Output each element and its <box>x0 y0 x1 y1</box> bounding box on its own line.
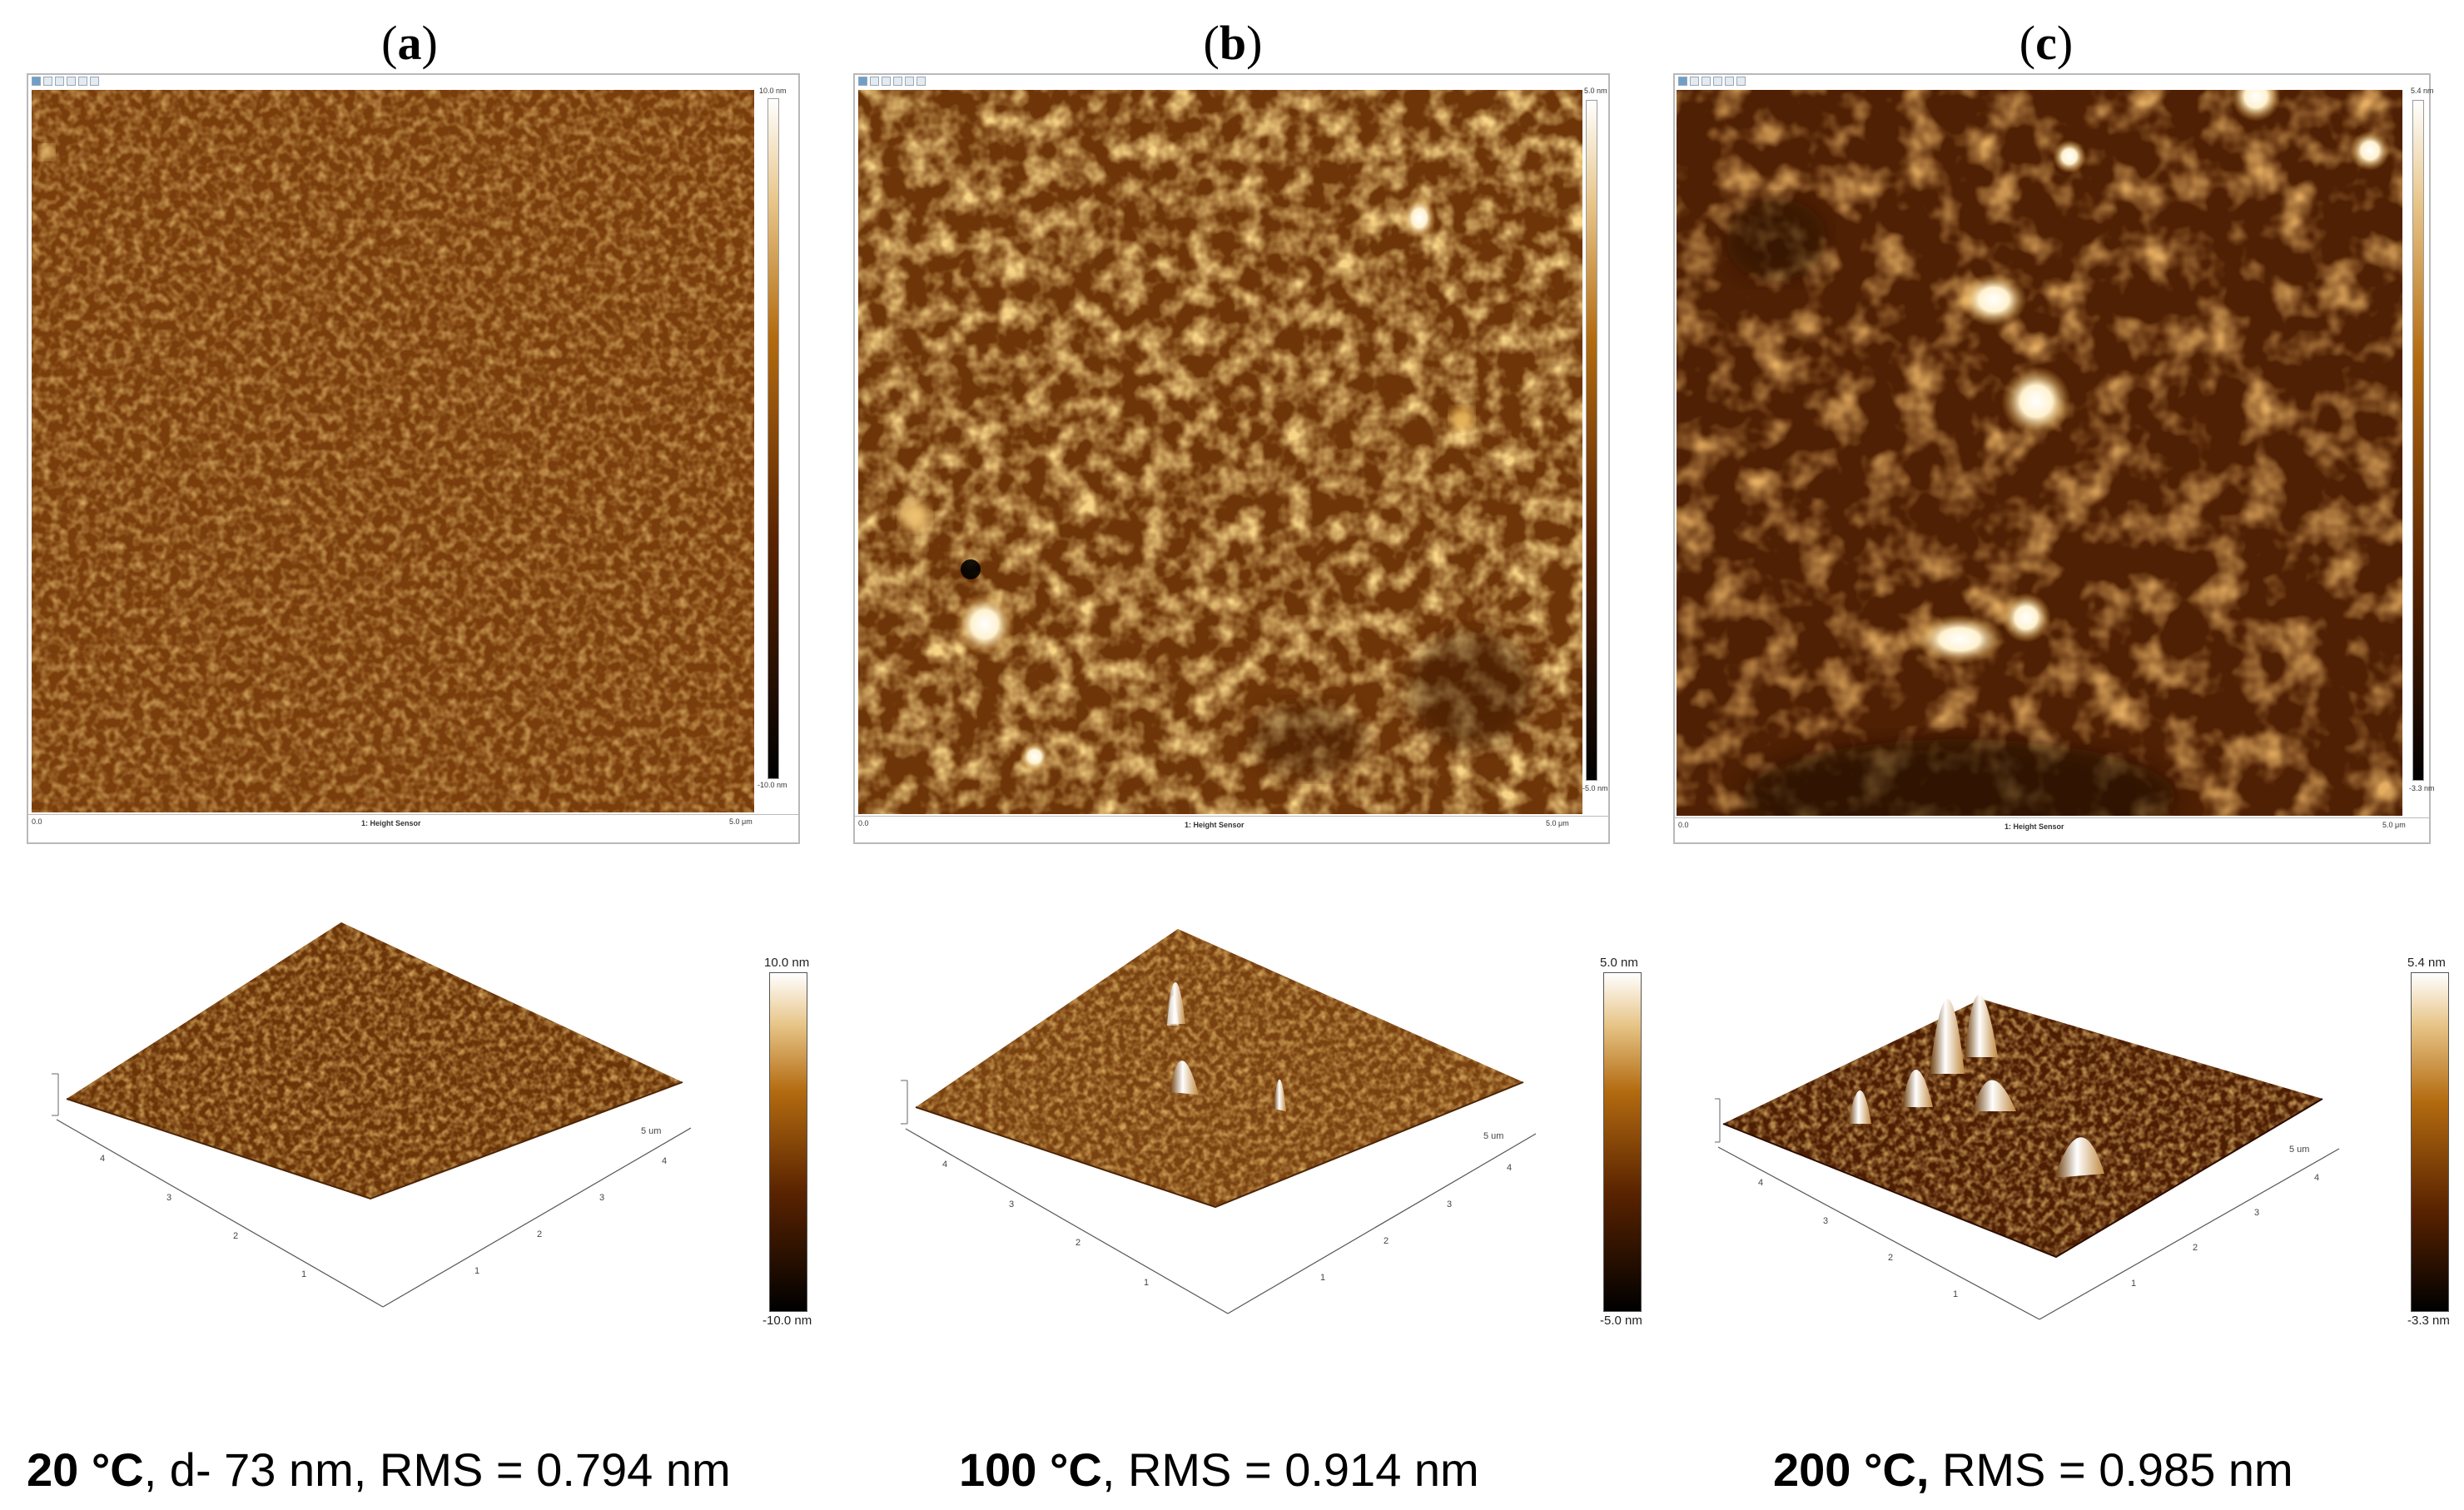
surf-scale-max-label: 5.0 nm <box>1600 956 1638 970</box>
surf-tick-1-left: 1 <box>301 1269 306 1279</box>
color-scale-bar <box>1603 972 1642 1312</box>
surf-tick-3-right: 3 <box>599 1193 604 1203</box>
surf-tick-2-left: 2 <box>1888 1253 1893 1263</box>
surf-tick-1-right: 1 <box>2131 1279 2136 1289</box>
afm-height-image-b <box>858 90 1582 814</box>
panel-label-a: (a) <box>381 16 438 70</box>
afm-2d-window-b: 5.0 nm -5.0 nm 0.0 1: Height Sensor 5.0 … <box>853 73 1610 844</box>
surf-tick-2-right: 2 <box>2193 1243 2198 1253</box>
surf-scale-max-label: 10.0 nm <box>764 956 810 970</box>
color-scale-bar <box>1586 100 1597 781</box>
surf-tick-2-right: 2 <box>537 1229 542 1239</box>
surf-axis-unit: 5 um <box>641 1126 661 1136</box>
surf-tick-3-right: 3 <box>1447 1200 1452 1209</box>
surf-tick-2-left: 2 <box>233 1231 238 1241</box>
color-scale-bar <box>2412 100 2424 781</box>
surf-tick-2-left: 2 <box>1076 1238 1080 1248</box>
caption-b: 100 °C, RMS = 0.914 nm <box>959 1443 1479 1496</box>
afm-3d-surface-b: 4 3 2 1 1 2 3 4 5 um <box>901 929 1537 1314</box>
scale-min-label: -3.3 nm <box>2409 784 2435 792</box>
toolbar-icon-row[interactable] <box>1678 77 1746 88</box>
afm-2d-window-c: 5.4 nm -3.3 nm 0.0 1: Height Sensor 5.0 … <box>1673 73 2435 844</box>
channel-label: 1: Height Sensor <box>361 819 421 827</box>
surf-tick-4-right: 4 <box>662 1156 667 1166</box>
surf-tick-3-left: 3 <box>1009 1200 1014 1209</box>
afm-height-image-a <box>32 90 754 812</box>
surf-tick-1-right: 1 <box>1320 1273 1325 1283</box>
scale-min-label: -5.0 nm <box>1582 784 1608 792</box>
surf-tick-1-right: 1 <box>474 1266 479 1276</box>
scale-max-label: 5.0 nm <box>1584 87 1607 95</box>
channel-label: 1: Height Sensor <box>2004 822 2064 831</box>
x-start-label: 0.0 <box>858 819 869 827</box>
surf-scale-max-label: 5.4 nm <box>2407 956 2446 970</box>
toolbar-icon-row[interactable] <box>32 77 99 88</box>
panel-label-b: (b) <box>1203 16 1263 70</box>
surf-tick-3-right: 3 <box>2254 1208 2259 1218</box>
surf-tick-4-left: 4 <box>1758 1178 1763 1188</box>
surf-scale-min-label: -10.0 nm <box>763 1314 812 1328</box>
surf-scale-min-label: -5.0 nm <box>1600 1314 1642 1328</box>
scale-max-label: 10.0 nm <box>759 87 787 95</box>
x-start-label: 0.0 <box>32 817 42 826</box>
x-start-label: 0.0 <box>1678 821 1689 829</box>
surf-tick-4-left: 4 <box>100 1154 105 1164</box>
surf-tick-4-left: 4 <box>942 1160 947 1170</box>
surf-scale-min-label: -3.3 nm <box>2407 1314 2450 1328</box>
scale-min-label: -10.0 nm <box>758 781 787 789</box>
toolbar-icon-row[interactable] <box>858 77 926 88</box>
caption-a: 20 °C, d- 73 nm, RMS = 0.794 nm <box>27 1443 731 1496</box>
surf-tick-1-left: 1 <box>1144 1278 1149 1288</box>
panel-label-c: (c) <box>2019 16 2074 70</box>
x-end-label: 5.0 μm <box>1546 819 1569 827</box>
channel-label: 1: Height Sensor <box>1185 821 1244 829</box>
scale-max-label: 5.4 nm <box>2411 87 2434 95</box>
color-scale-bar <box>768 98 779 779</box>
surf-tick-4-right: 4 <box>1507 1163 1512 1173</box>
afm-height-image-c <box>1677 90 2402 816</box>
surf-axis-unit: 5 um <box>2289 1145 2309 1155</box>
color-scale-bar <box>769 972 807 1312</box>
afm-2d-window-a: 10.0 nm -10.0 nm 0.0 1: Height Sensor 5.… <box>27 73 800 844</box>
x-end-label: 5.0 μm <box>2382 821 2406 829</box>
surf-tick-3-left: 3 <box>1823 1216 1828 1226</box>
afm-3d-surface-a: 4 3 2 1 1 2 3 4 5 um <box>52 922 691 1308</box>
x-end-label: 5.0 μm <box>729 817 753 826</box>
surf-axis-unit: 5 um <box>1483 1131 1503 1141</box>
surf-tick-1-left: 1 <box>1953 1289 1958 1299</box>
surf-tick-2-right: 2 <box>1384 1236 1388 1246</box>
surf-tick-3-left: 3 <box>166 1193 171 1203</box>
caption-c: 200 °C, RMS = 0.985 nm <box>1773 1443 2293 1496</box>
color-scale-bar <box>2411 972 2449 1312</box>
afm-3d-surface-c: 4 3 2 1 1 2 3 4 5 um <box>1715 995 2340 1320</box>
surf-tick-4-right: 4 <box>2314 1173 2319 1183</box>
